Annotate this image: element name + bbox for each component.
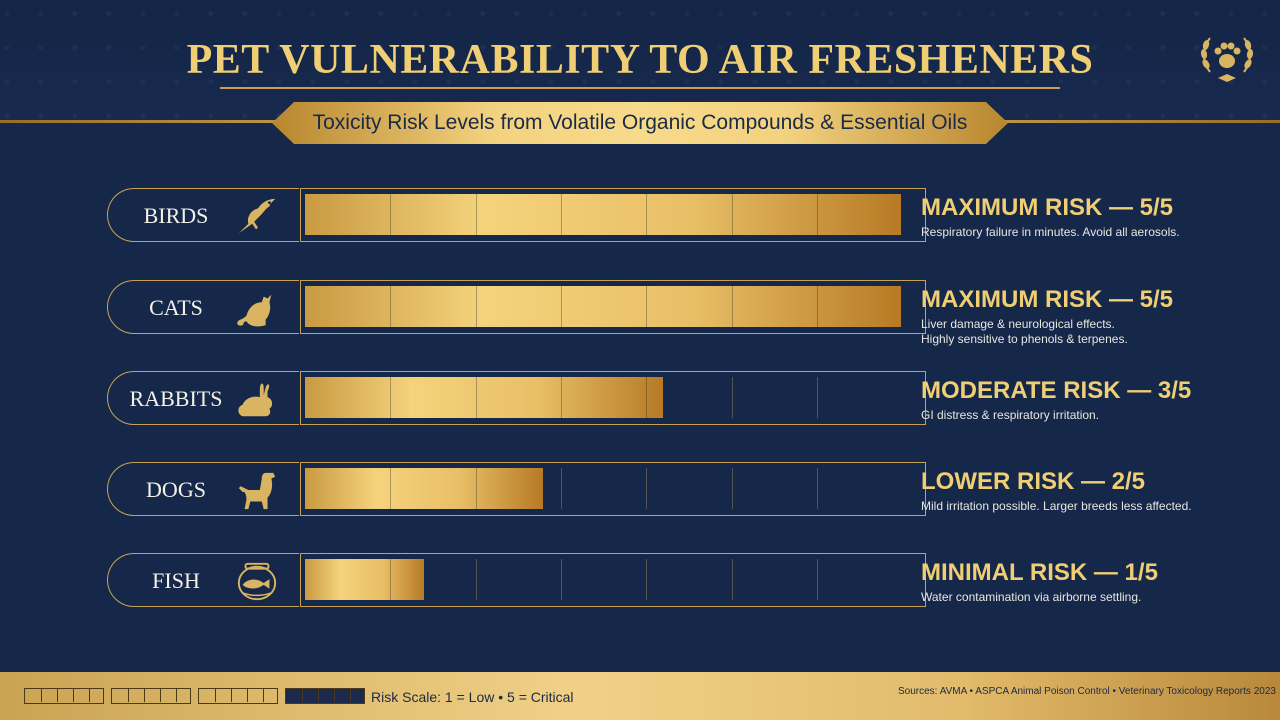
bar xyxy=(305,286,901,327)
bar-gridline xyxy=(476,286,477,327)
bar-gridline xyxy=(646,286,647,327)
category-label-box: BIRDS xyxy=(107,188,299,242)
category-label-box: CATS xyxy=(107,280,299,334)
risk-description: GI distress & respiratory irritation. xyxy=(921,408,1100,422)
risk-description: Respiratory failure in minutes. Avoid al… xyxy=(921,225,1180,239)
chart-row: CATS xyxy=(107,280,927,336)
bar-gridline xyxy=(561,286,562,327)
bar-gridline xyxy=(476,559,477,600)
cat-icon xyxy=(237,294,272,327)
legend-scale-box xyxy=(198,688,278,704)
category-label: DOGS xyxy=(146,477,206,502)
chart-row: RABBITS xyxy=(107,371,927,427)
bar xyxy=(305,559,424,600)
rabbit-icon xyxy=(238,383,273,417)
legend-scale-box xyxy=(24,688,104,704)
bar-gridline xyxy=(817,286,818,327)
risk-level-label: LOWER RISK — 2/5 xyxy=(921,468,1146,495)
bar-track xyxy=(300,280,926,334)
bar-track xyxy=(300,188,926,242)
bar-gridline xyxy=(476,377,477,418)
legend-scale-box-filled xyxy=(285,688,365,704)
bird-icon xyxy=(238,198,276,234)
bar-gridline xyxy=(646,377,647,418)
risk-description: Water contamination via airborne settlin… xyxy=(921,590,1142,604)
bar-gridline xyxy=(732,377,733,418)
bar-gridline xyxy=(817,468,818,509)
bar-gridline xyxy=(646,468,647,509)
bar xyxy=(305,377,663,418)
chart-row: BIRDS xyxy=(107,188,927,244)
risk-level-label: MODERATE RISK — 3/5 xyxy=(921,377,1192,404)
bar-gridline xyxy=(390,286,391,327)
legend-text: Risk Scale: 1 = Low • 5 = Critical xyxy=(371,689,574,705)
category-label-box: FISH xyxy=(107,553,299,607)
bar-gridline xyxy=(732,194,733,235)
chart-row: DOGS xyxy=(107,462,927,518)
bar-gridline xyxy=(561,559,562,600)
chart-subtitle: Toxicity Risk Levels from Volatile Organ… xyxy=(312,111,968,134)
bar-gridline xyxy=(561,194,562,235)
title-underline xyxy=(220,87,1060,89)
bar-gridline xyxy=(817,559,818,600)
page-title: PET VULNERABILITY TO AIR FRESHENERS xyxy=(186,37,1094,83)
bar-gridline xyxy=(390,377,391,418)
bar xyxy=(305,194,901,235)
bar-gridline xyxy=(390,559,391,600)
bar-gridline xyxy=(476,468,477,509)
bar-gridline xyxy=(732,286,733,327)
bar xyxy=(305,468,543,509)
category-label-box: RABBITS xyxy=(107,371,299,425)
risk-level-label: MINIMAL RISK — 1/5 xyxy=(921,559,1158,586)
bar-gridline xyxy=(732,559,733,600)
bar-gridline xyxy=(817,377,818,418)
risk-description: Mild irritation possible. Larger breeds … xyxy=(921,499,1192,513)
sources-text: Sources: AVMA • ASPCA Animal Poison Cont… xyxy=(898,686,1276,697)
paw-laurel-icon xyxy=(1200,37,1254,82)
category-label-box: DOGS xyxy=(107,462,299,516)
category-label: FISH xyxy=(152,568,200,593)
bar-gridline xyxy=(646,194,647,235)
dog-icon xyxy=(238,472,276,510)
category-label: RABBITS xyxy=(129,386,223,411)
footer-band xyxy=(0,672,1280,720)
category-label: BIRDS xyxy=(143,203,209,228)
bar-gridline xyxy=(732,468,733,509)
fishbowl-icon xyxy=(237,562,277,601)
bar-gridline xyxy=(561,468,562,509)
bar-track xyxy=(300,371,926,425)
category-label: CATS xyxy=(149,295,203,320)
bar-gridline xyxy=(561,377,562,418)
bar-track xyxy=(300,462,926,516)
chart-row: FISH xyxy=(107,553,927,609)
header-band xyxy=(0,0,1280,122)
bar-gridline xyxy=(476,194,477,235)
risk-level-label: MAXIMUM RISK — 5/5 xyxy=(921,286,1174,313)
risk-description: Liver damage & neurological effects. xyxy=(921,317,1115,331)
bar-track xyxy=(300,553,926,607)
subtitle-ribbon: Toxicity Risk Levels from Volatile Organ… xyxy=(272,102,1008,144)
bar-gridline xyxy=(390,468,391,509)
bar-gridline xyxy=(817,194,818,235)
risk-description: Highly sensitive to phenols & terpenes. xyxy=(921,332,1128,346)
bar-gridline xyxy=(390,194,391,235)
legend-scale-box xyxy=(111,688,191,704)
bar-gridline xyxy=(646,559,647,600)
risk-level-label: MAXIMUM RISK — 5/5 xyxy=(921,194,1174,221)
